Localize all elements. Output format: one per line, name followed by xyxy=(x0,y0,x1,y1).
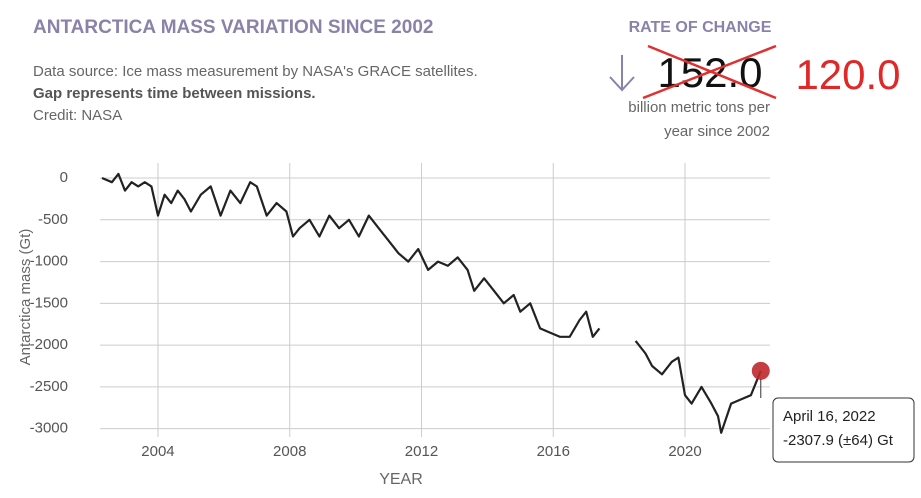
rate-new: 120.0 xyxy=(795,51,900,98)
x-tick-label: 2008 xyxy=(273,443,306,460)
y-tick-label: -2000 xyxy=(30,336,68,353)
y-tick-label: -3000 xyxy=(30,420,68,437)
strike xyxy=(642,44,777,100)
chart-title: ANTARCTICA MASS VARIATION SINCE 2002 xyxy=(33,17,433,38)
subtitle: Gap represents time between missions. xyxy=(33,85,316,102)
down-arrow xyxy=(609,55,635,92)
y-tick-label: -2500 xyxy=(30,378,68,395)
x-axis-label: YEAR xyxy=(379,471,423,488)
rate-heading: RATE OF CHANGE xyxy=(629,19,772,36)
x-tick-label: 2020 xyxy=(668,443,701,460)
subtitle: Data source: Ice mass measurement by NAS… xyxy=(33,63,478,80)
tooltip-value: -2307.9 (±64) Gt xyxy=(783,432,894,449)
tooltip xyxy=(772,397,915,463)
highlight-point xyxy=(751,361,770,380)
line xyxy=(101,172,762,434)
y-tick-label: -1000 xyxy=(30,253,68,270)
y-tick-label: 0 xyxy=(60,169,68,186)
y-axis-label: Antarctica mass (Gt) xyxy=(17,229,34,366)
x-tick-label: 2012 xyxy=(405,443,438,460)
tooltip-date: April 16, 2022 xyxy=(783,408,876,425)
rate-unit: billion metric tons per xyxy=(628,99,770,116)
y-tick-label: -500 xyxy=(38,211,68,228)
rate-unit: year since 2002 xyxy=(664,123,770,140)
x-tick-label: 2004 xyxy=(141,443,174,460)
y-tick-label: -1500 xyxy=(30,294,68,311)
subtitle: Credit: NASA xyxy=(33,107,122,124)
x-tick-label: 2016 xyxy=(537,443,570,460)
